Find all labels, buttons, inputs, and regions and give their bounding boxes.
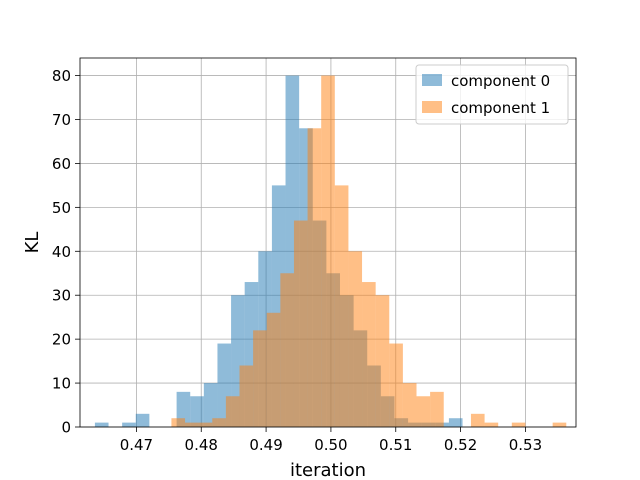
x-tick-label: 0.53 xyxy=(509,436,542,454)
y-tick-label: 70 xyxy=(52,111,71,129)
histogram-bar-component-1 xyxy=(430,391,444,427)
y-tick-label: 10 xyxy=(52,375,71,393)
legend: component 0 component 1 xyxy=(415,64,569,125)
y-tick-label: 40 xyxy=(52,243,71,261)
legend-label-component-1: component 1 xyxy=(451,99,550,117)
histogram-bar-component-1 xyxy=(280,273,294,427)
histogram-bar-component-0 xyxy=(203,383,218,427)
histogram-bar-component-1 xyxy=(307,128,322,428)
histogram-bar-component-0 xyxy=(122,422,136,427)
x-axis-label: iteration xyxy=(290,460,366,480)
x-tick-label: 0.48 xyxy=(185,436,218,454)
histogram-bar-component-1 xyxy=(334,185,349,427)
histogram-bar-component-1 xyxy=(389,343,403,427)
axis-ticks: 0.47 0.48 0.49 0.50 0.51 0.52 0.53 0 10 20 30 40 50 6… xyxy=(52,67,542,454)
legend-box xyxy=(415,64,569,125)
histogram-bar-component-1 xyxy=(212,418,226,427)
histogram-bar-component-1 xyxy=(171,418,186,427)
legend-swatch-component-0 xyxy=(422,74,442,86)
histogram-bar-component-1 xyxy=(348,251,363,427)
histogram-bar-component-1 xyxy=(253,330,267,427)
plot-frame xyxy=(79,57,577,428)
x-tick-label: 0.51 xyxy=(379,436,412,454)
y-tick-label: 60 xyxy=(52,155,71,173)
legend-label-component-0: component 0 xyxy=(451,72,550,90)
histogram-bar-component-0 xyxy=(135,413,150,427)
histogram-bar-component-1 xyxy=(293,220,308,427)
legend-swatch-component-1 xyxy=(422,101,442,113)
histogram-bar-component-1 xyxy=(266,312,281,427)
histogram-bars xyxy=(94,75,567,428)
y-tick-label: 20 xyxy=(52,331,71,349)
histogram-bar-component-1 xyxy=(185,422,199,427)
histogram-bar-component-1 xyxy=(225,396,240,427)
x-tick-label: 0.52 xyxy=(444,436,477,454)
y-tick-label: 0 xyxy=(61,419,71,437)
histogram-bar-component-1 xyxy=(552,422,567,427)
y-tick-label: 80 xyxy=(52,67,71,85)
y-tick-label: 30 xyxy=(52,287,71,305)
y-axis-label: KL xyxy=(22,232,43,254)
histogram-bar-component-0 xyxy=(190,396,204,427)
histogram-bar-component-1 xyxy=(198,422,213,427)
histogram-bar-component-0 xyxy=(448,418,463,427)
x-tick-label: 0.49 xyxy=(249,436,282,454)
y-tick-label: 50 xyxy=(52,199,71,217)
histogram-bar-component-1 xyxy=(484,422,499,427)
histogram-bar-component-1 xyxy=(321,75,335,428)
histogram-bar-component-1 xyxy=(362,282,376,427)
histogram-bar-component-1 xyxy=(239,365,254,427)
histogram-bar-component-1 xyxy=(402,383,417,427)
histogram-bar-component-1 xyxy=(470,413,485,427)
histogram-bar-component-0 xyxy=(94,422,109,427)
x-tick-label: 0.47 xyxy=(120,436,153,454)
x-tick-label: 0.50 xyxy=(314,436,347,454)
histogram-bar-component-1 xyxy=(375,295,390,427)
histogram-bar-component-1 xyxy=(416,396,431,427)
histogram-bar-component-1 xyxy=(511,422,526,427)
